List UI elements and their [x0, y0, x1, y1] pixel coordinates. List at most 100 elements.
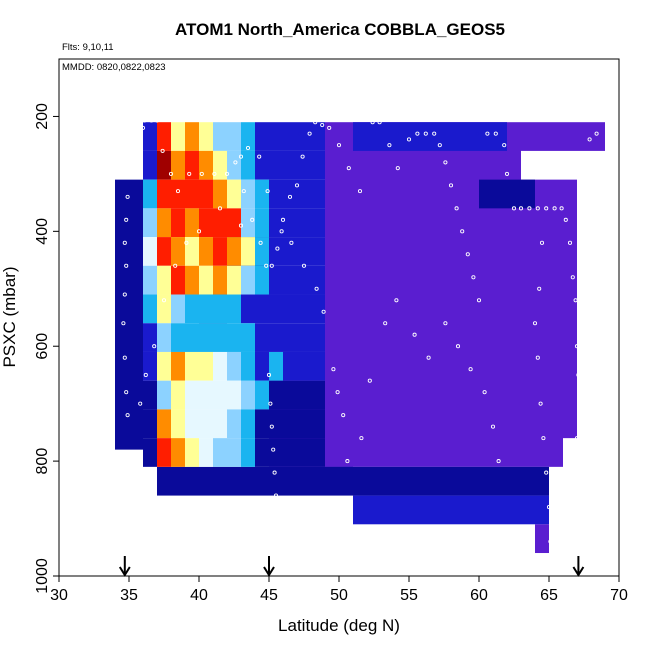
flight-point: [563, 217, 568, 222]
flight-point: [546, 505, 552, 510]
flight-point: [143, 372, 148, 377]
heatmap-cell: [297, 122, 311, 151]
flight-point: [275, 246, 280, 251]
heatmap-cell: [255, 150, 269, 180]
x-axis-label: Latitude (deg N): [278, 616, 400, 635]
heatmap-region: [409, 237, 521, 266]
heatmap-cell: [311, 351, 325, 381]
heatmap-cell: [297, 351, 311, 381]
heatmap-cell: [311, 380, 325, 410]
y-tick-label: 1000: [34, 558, 51, 594]
flight-point: [160, 148, 165, 153]
heatmap-cell: [255, 265, 269, 295]
heatmap-cell: [185, 208, 199, 238]
flight-point: [535, 206, 540, 211]
flight-point: [482, 390, 487, 395]
flight-point: [264, 263, 269, 268]
heatmap-cell: [311, 150, 325, 180]
heatmap-cell: [227, 179, 241, 209]
flight-point: [336, 143, 342, 148]
flight-point: [238, 154, 244, 159]
flight-point: [238, 223, 244, 228]
heatmap-cell: [143, 409, 157, 439]
heatmap-cell: [171, 122, 185, 151]
heatmap-cell: [199, 122, 213, 151]
heatmap-cell: [241, 294, 255, 324]
flight-point: [314, 286, 319, 291]
heatmap-cell: [143, 438, 157, 467]
heatmap-cell: [157, 122, 171, 151]
heatmap-cell: [241, 150, 255, 180]
flight-point: [359, 436, 364, 441]
heatmap-cell: [297, 294, 311, 324]
heatmap-cell: [213, 208, 227, 238]
heatmap-cell: [185, 294, 199, 324]
heatmap-cell: [297, 237, 311, 266]
flight-point: [125, 194, 130, 199]
heatmap-cell: [157, 409, 171, 439]
flight-point: [370, 120, 375, 125]
flight-point: [460, 229, 465, 234]
flight-point: [539, 240, 545, 245]
heatmap-cell: [255, 380, 269, 410]
heatmap-cell: [157, 179, 171, 209]
flight-point: [345, 459, 350, 464]
heatmap-cell: [185, 179, 199, 209]
y-tick-label: 600: [34, 333, 51, 360]
x-tick-label: 35: [120, 587, 138, 604]
heatmap-cell: [241, 265, 255, 295]
flight-point: [161, 298, 167, 303]
flight-point: [268, 401, 273, 406]
flight-point: [573, 459, 578, 464]
heatmap-cell: [157, 380, 171, 410]
heatmap-cell: [143, 237, 157, 266]
x-tick-label: 70: [610, 587, 628, 604]
heatmap-cell: [171, 150, 185, 180]
heatmap-cell: [255, 179, 269, 209]
heatmap-region: [479, 409, 507, 439]
heatmap-cell: [227, 208, 241, 238]
flight-point: [269, 424, 274, 429]
flight-point: [548, 539, 553, 544]
flight-point: [272, 470, 277, 475]
heatmap-cell: [185, 380, 199, 410]
flight-point: [250, 217, 255, 222]
heatmap-cell: [213, 265, 227, 295]
heatmap-cell: [185, 237, 199, 266]
heatmap-cell: [199, 208, 213, 238]
flight-point: [426, 355, 431, 360]
flight-point: [535, 355, 540, 360]
heatmap-cell: [241, 409, 255, 439]
heatmap-cell: [283, 237, 297, 266]
heatmap-cell: [213, 179, 227, 209]
flight-point: [331, 367, 336, 372]
heatmap-cell: [143, 179, 157, 209]
heatmap-cell: [269, 409, 283, 439]
flight-point: [184, 240, 189, 245]
heatmap-cell: [227, 294, 241, 324]
flight-point: [383, 321, 388, 326]
flight-point: [313, 120, 318, 125]
flight-point: [294, 183, 300, 188]
heatmap-cell: [269, 351, 283, 381]
flight-point: [126, 171, 132, 176]
heatmap-cell: [213, 294, 227, 324]
flight-point: [552, 206, 557, 211]
heatmap-cell: [171, 208, 185, 238]
flight-point: [455, 344, 461, 349]
heatmap-cell: [255, 351, 269, 381]
heatmap-cell: [283, 438, 297, 467]
x-tick-label: 50: [330, 587, 348, 604]
heatmap-region: [563, 179, 577, 439]
heatmap-cell: [199, 265, 213, 295]
heatmap-cell: [227, 409, 241, 439]
heatmap-cell: [297, 438, 311, 467]
flight-point: [280, 217, 286, 222]
heatmap-cell: [297, 380, 311, 410]
heatmap-cell: [199, 438, 213, 467]
flight-point: [502, 143, 507, 148]
flight-point: [125, 413, 130, 418]
heatmap-cell: [171, 237, 185, 266]
heatmap-cell: [171, 179, 185, 209]
flight-point: [406, 137, 412, 142]
